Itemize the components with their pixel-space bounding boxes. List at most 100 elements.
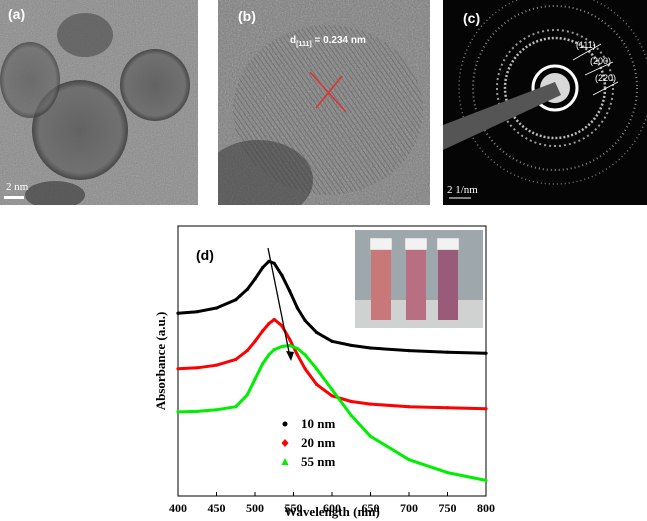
panel-b-hrtem-image: (b) d[111] = 0.234 nm xyxy=(218,0,430,205)
data-point xyxy=(368,434,373,438)
data-point xyxy=(253,377,257,381)
data-point xyxy=(315,382,319,386)
x-tick-label-600: 600 xyxy=(323,501,341,515)
data-point xyxy=(288,337,292,341)
x-tick-label-650: 650 xyxy=(362,501,380,515)
data-point xyxy=(349,343,353,348)
data-point xyxy=(295,353,299,357)
panel-c-label: (c) xyxy=(463,10,481,26)
data-point xyxy=(234,357,238,362)
data-point xyxy=(234,298,238,302)
data-point xyxy=(245,349,249,353)
data-point xyxy=(407,405,411,409)
peak-shift-arrow xyxy=(267,247,291,358)
data-point xyxy=(234,405,238,409)
absorbance-chart: 400 450 500 550 600 650 700 750 800 (d) Absorban… xyxy=(153,225,495,519)
data-point xyxy=(295,306,299,310)
saed-image-c xyxy=(443,0,647,205)
data-point xyxy=(280,344,284,349)
data-point xyxy=(176,311,180,315)
x-tick-label-750: 750 xyxy=(439,501,457,515)
legend: 10 nm 20 nm 55 nm xyxy=(281,416,335,469)
data-point xyxy=(445,350,450,354)
x-axis-title: Wavelength (nm) xyxy=(284,504,380,519)
data-point xyxy=(303,367,307,371)
data-point xyxy=(445,406,450,410)
data-point xyxy=(315,367,319,371)
panel-a-label: (a) xyxy=(8,6,26,22)
data-point xyxy=(330,339,334,343)
peak-shift-arrowhead xyxy=(286,351,294,361)
data-point xyxy=(195,366,199,370)
data-point xyxy=(349,399,353,404)
legend-marker-55-nm xyxy=(281,458,289,465)
vials-photo-inset xyxy=(355,230,483,328)
legend-label-20-nm: 20 nm xyxy=(301,435,335,450)
data-point xyxy=(484,478,488,483)
panel-b-label: (b) xyxy=(238,8,256,24)
data-point xyxy=(267,259,271,263)
y-axis-title: Absorbance (a.u.) xyxy=(153,312,168,411)
data-point xyxy=(368,402,373,406)
panel-c-saed-pattern: (c) (111) (200) (220) 2 1/nm xyxy=(443,0,647,205)
legend-marker-10-nm xyxy=(282,421,288,427)
legend-label-55-nm: 55 nm xyxy=(301,454,335,469)
data-point xyxy=(315,330,319,335)
data-point xyxy=(214,306,219,310)
x-axis-ticks: 400 450 500 550 600 650 700 750 800 xyxy=(169,492,495,515)
data-point xyxy=(368,346,373,350)
series-layer xyxy=(176,259,488,483)
data-point xyxy=(261,361,265,366)
data-point xyxy=(407,458,411,462)
lattice-d-symbol: d xyxy=(290,35,297,46)
series-line-10-nm xyxy=(177,259,487,355)
data-point xyxy=(245,287,249,291)
data-point xyxy=(303,353,307,357)
legend-marker-20-nm xyxy=(281,439,289,447)
data-point xyxy=(272,347,276,352)
data-point xyxy=(445,471,450,475)
series-line-20-nm xyxy=(177,318,487,411)
x-tick-label-450: 450 xyxy=(208,501,226,515)
data-point xyxy=(272,261,276,265)
data-point xyxy=(295,346,299,351)
x-tick-label-550: 550 xyxy=(285,501,303,515)
data-point xyxy=(214,363,219,367)
legend-label-10-nm: 10 nm xyxy=(301,416,335,431)
panel-d-label: (d) xyxy=(196,247,214,263)
data-point xyxy=(407,349,411,353)
data-point xyxy=(288,289,292,293)
panel-c-scale-label: 2 1/nm xyxy=(447,184,478,196)
hrtem-image-b xyxy=(218,0,430,205)
panel-a-scale-label: 2 nm xyxy=(6,181,29,193)
lattice-miller-index: [111] xyxy=(296,41,312,48)
data-point xyxy=(261,265,265,270)
data-point xyxy=(176,410,180,414)
lattice-d-value: = 0.234 nm xyxy=(311,35,366,46)
data-point xyxy=(195,409,199,413)
x-tick-label-700: 700 xyxy=(400,501,418,515)
data-point xyxy=(280,273,284,277)
data-point xyxy=(272,317,276,322)
data-point xyxy=(267,353,271,357)
series-line-55-nm xyxy=(177,343,487,482)
data-point xyxy=(288,343,292,348)
ring-label-220: (220) xyxy=(595,73,617,83)
ring-label-111: (111) xyxy=(576,40,596,50)
data-point xyxy=(261,329,265,333)
panel-a-tem-image: (a) 2 nm xyxy=(0,0,198,205)
data-point xyxy=(195,310,199,314)
data-point xyxy=(253,339,257,343)
ring-label-200: (200) xyxy=(590,56,612,66)
x-tick-label-800: 800 xyxy=(477,501,495,515)
x-tick-label-500: 500 xyxy=(246,501,264,515)
data-point xyxy=(330,394,334,398)
data-point xyxy=(176,367,180,371)
lattice-spacing-label: d[111] = 0.234 nm xyxy=(290,35,366,48)
data-point xyxy=(214,408,219,412)
data-point xyxy=(280,324,284,328)
data-point xyxy=(484,351,488,355)
data-point xyxy=(330,387,334,392)
data-point xyxy=(253,277,257,281)
data-point xyxy=(484,407,488,411)
